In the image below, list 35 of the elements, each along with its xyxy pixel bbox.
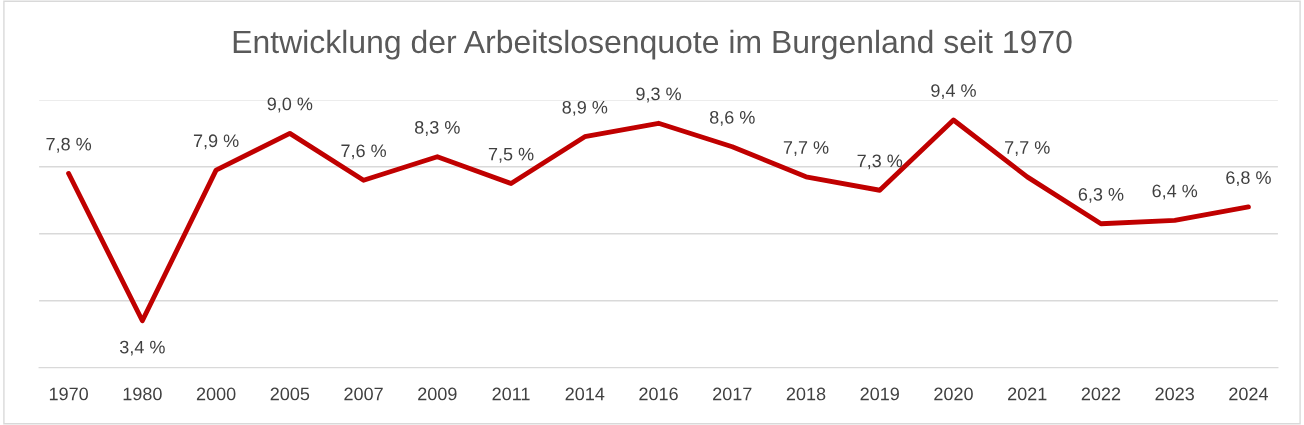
x-tick-label: 2018 xyxy=(786,387,826,401)
x-tick-label: 2023 xyxy=(1155,387,1194,401)
x-tick-label: 2024 xyxy=(1229,387,1268,401)
data-label: 6,3 % xyxy=(1078,187,1124,203)
data-label: 8,6 % xyxy=(709,110,755,126)
x-tick-label: 2019 xyxy=(860,387,899,401)
x-tick-label: 2021 xyxy=(1008,387,1047,401)
x-tick-label: 1970 xyxy=(49,387,88,401)
data-label: 7,3 % xyxy=(857,154,903,170)
data-label: 9,4 % xyxy=(931,84,976,100)
x-tick-label: 2022 xyxy=(1081,387,1121,401)
data-label: 8,9 % xyxy=(562,100,608,116)
data-label: 6,8 % xyxy=(1226,171,1271,187)
x-tick-label: 2011 xyxy=(492,387,530,401)
x-tick-label: 2016 xyxy=(639,387,678,401)
data-label: 8,3 % xyxy=(415,120,460,136)
data-label: 7,9 % xyxy=(193,134,239,150)
data-label: 7,5 % xyxy=(488,147,534,163)
data-label: 9,3 % xyxy=(636,87,681,103)
x-tick-label: 2017 xyxy=(713,387,752,401)
x-tick-label: 2000 xyxy=(196,387,236,401)
data-label: 7,7 % xyxy=(783,141,829,156)
x-tick-label: 2014 xyxy=(565,387,605,401)
data-label: 3,4 % xyxy=(119,340,165,356)
data-label: 6,4 % xyxy=(1152,184,1198,200)
x-tick-label: 2020 xyxy=(934,387,973,401)
x-tick-label: 2007 xyxy=(344,387,383,401)
data-label: 7,7 % xyxy=(1005,141,1050,156)
chart-title: Entwicklung der Arbeitslosenquote im Burgenland seit 1970 xyxy=(233,29,1072,60)
data-label: 7,8 % xyxy=(46,137,92,153)
x-tick-label: 2009 xyxy=(418,387,457,401)
x-tick-label: 2005 xyxy=(270,387,310,401)
x-tick-label: 1980 xyxy=(123,387,162,401)
data-label: 7,6 % xyxy=(341,144,387,160)
data-label: 9,0 % xyxy=(267,97,313,113)
